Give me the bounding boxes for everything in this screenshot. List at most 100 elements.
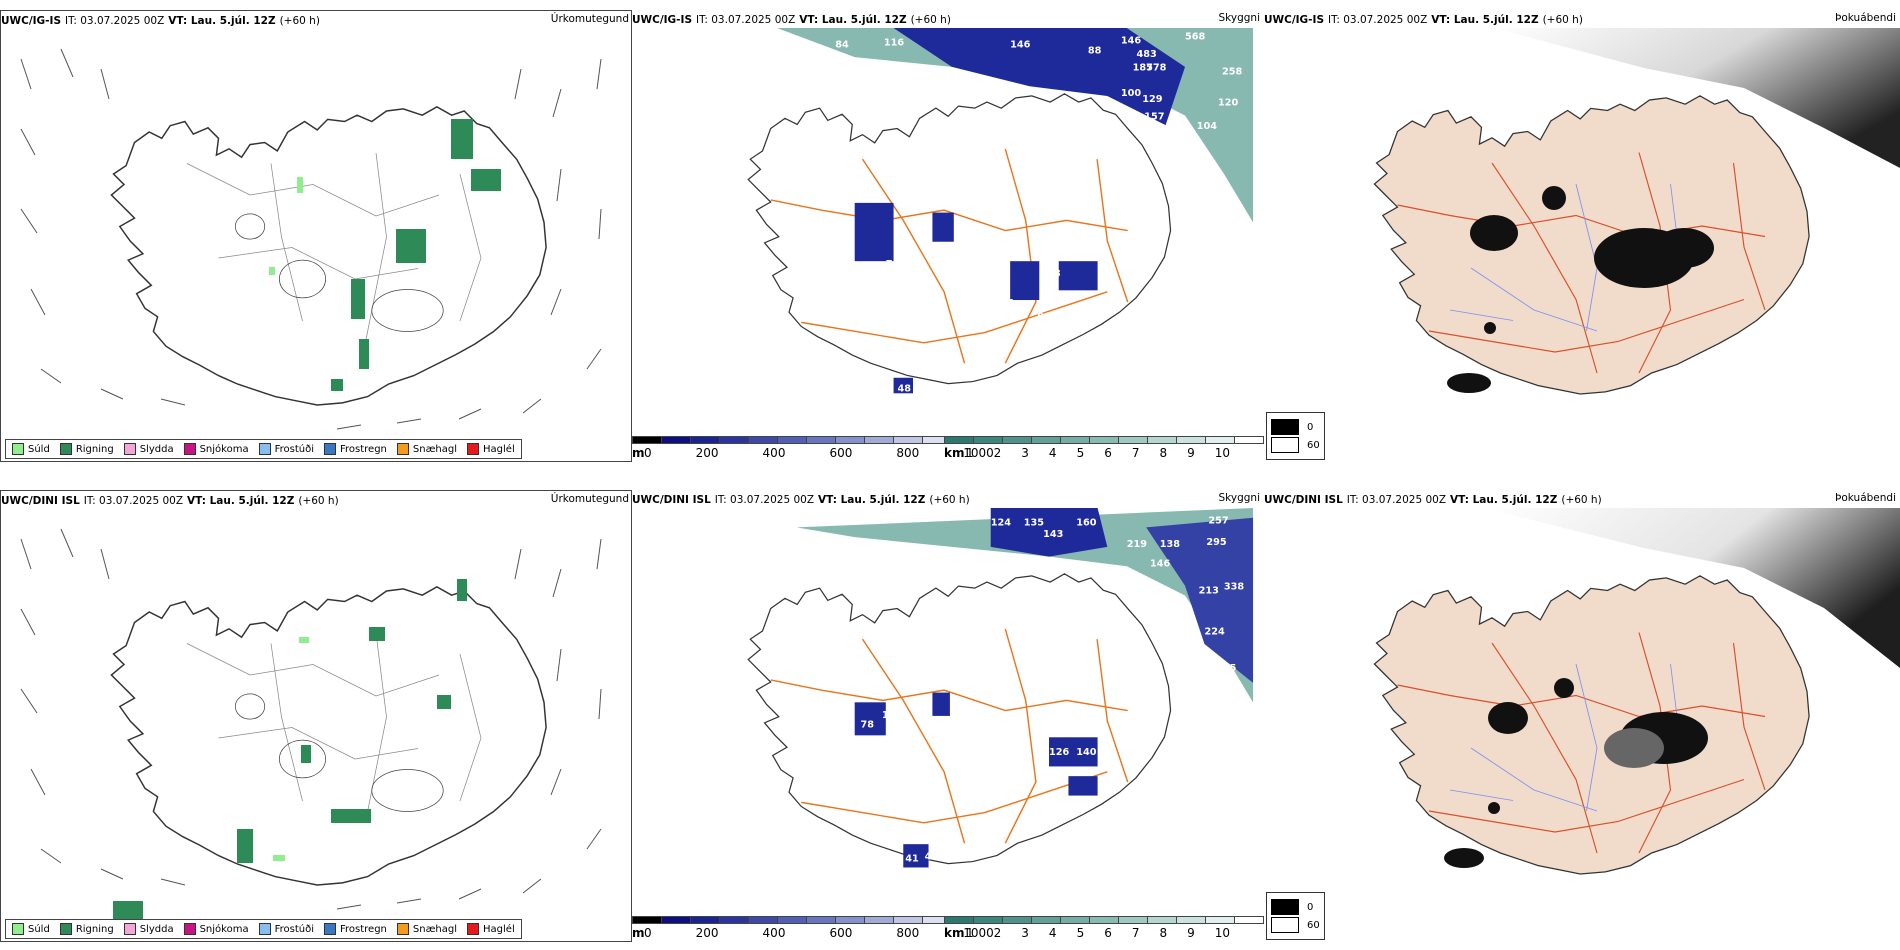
init-time: IT: 03.07.2025 00Z xyxy=(65,15,165,27)
color-step xyxy=(974,916,1003,924)
color-step xyxy=(749,436,778,444)
init-time: IT: 03.07.2025 00Z xyxy=(714,494,815,506)
legend-item-slydda: Slydda xyxy=(123,443,174,455)
tick-label: 800 xyxy=(896,926,920,940)
tick-label: 4 xyxy=(1048,446,1057,460)
tick-label: 8 xyxy=(1159,926,1168,940)
fog-legend-min: 60 xyxy=(1271,437,1320,453)
map-visibility[interactable]: 124 135 143 160 219 138 257 295 146 213 … xyxy=(632,508,1262,918)
vis-label: 89 xyxy=(915,69,929,80)
swatch xyxy=(183,923,196,935)
vis-label: 46 xyxy=(925,852,939,863)
tick-label: 400 xyxy=(762,926,786,940)
color-step xyxy=(632,436,662,444)
color-step xyxy=(1148,916,1177,924)
color-step xyxy=(1148,436,1177,444)
legend-label: Snæhagl xyxy=(412,923,458,935)
map-visibility[interactable]: 84 116 89 146 88 146 568 483 578 258 120… xyxy=(632,28,1262,438)
legend-label: Rigning xyxy=(75,923,114,935)
map-fog-index[interactable] xyxy=(1264,508,1900,930)
color-step xyxy=(944,436,974,444)
tick-label: 400 xyxy=(762,446,786,460)
fog-legend-max: 0 xyxy=(1271,419,1320,435)
lead-time: (+60 h) xyxy=(279,15,320,27)
tick-label: 600 xyxy=(829,446,853,460)
swatch xyxy=(12,443,24,455)
lead-time: (+60 h) xyxy=(910,14,951,26)
swatch xyxy=(1271,437,1299,453)
ticks-km: 1 2 3 4 5 6 7 8 9 10 xyxy=(966,446,1230,460)
precip-legend: Súld Rigning Slydda Snjókoma Frostúði Fr… xyxy=(5,439,522,459)
model-name: UWC/IG-IS xyxy=(1264,14,1325,26)
vis-label: 88 xyxy=(1047,269,1061,280)
color-step xyxy=(865,436,894,444)
swatch xyxy=(396,443,409,455)
swatch xyxy=(258,443,271,455)
color-step xyxy=(974,436,1003,444)
color-step xyxy=(691,916,720,924)
tick-label: 3 xyxy=(1021,926,1029,940)
panel-title: UWC/IG-IS IT: 03.07.2025 00Z VT: Lau. 5.… xyxy=(1264,12,1898,28)
tick-label: 1000 xyxy=(963,926,994,940)
legend-item-sudl: Súld xyxy=(12,443,50,455)
legend-item-slydda: Slydda xyxy=(123,923,174,935)
swatch xyxy=(59,443,72,455)
color-step xyxy=(1090,436,1119,444)
color-step xyxy=(778,916,807,924)
legend-item-rigning: Rigning xyxy=(59,923,114,935)
legend-item-snjokoma: Snjókoma xyxy=(183,443,249,455)
color-step xyxy=(1119,916,1148,924)
vis-label: 135 xyxy=(1024,517,1045,528)
legend-label: Frostúði xyxy=(274,923,314,935)
tick-label: 3 xyxy=(1021,446,1029,460)
legend-item-sudl: Súld xyxy=(12,923,50,935)
vis-label: 120 xyxy=(1218,98,1239,109)
legend-label: 60 xyxy=(1307,439,1320,451)
valid-time: VT: Lau. 5.júl. 12Z xyxy=(1431,14,1539,26)
color-step xyxy=(749,916,778,924)
vis-label: 338 xyxy=(1224,582,1245,593)
model-name: UWC/IG-IS xyxy=(632,14,693,26)
swatch xyxy=(123,923,136,935)
model-name: UWC/DINI ISL xyxy=(1264,494,1343,506)
tick-label: 5 xyxy=(1076,446,1085,460)
legend-label: Haglél xyxy=(483,443,515,455)
vis-label: 146 xyxy=(1150,558,1171,569)
color-step xyxy=(1235,916,1264,924)
lead-time: (+60 h) xyxy=(929,494,970,506)
tick-label: 600 xyxy=(829,926,853,940)
valid-time: VT: Lau. 5.júl. 12Z xyxy=(1450,494,1558,506)
color-step xyxy=(662,916,691,924)
unit-meters: m xyxy=(632,926,645,940)
parameter-name: Þokuábendi xyxy=(1835,492,1896,504)
legend-item-frostregn: Frostregn xyxy=(324,443,387,455)
legend-item-snjokoma: Snjókoma xyxy=(183,923,249,935)
legend-label: Súld xyxy=(28,443,50,455)
init-time: IT: 03.07.2025 00Z xyxy=(83,495,184,507)
colorbar-km xyxy=(944,916,1264,924)
map-precip-type[interactable] xyxy=(1,29,631,451)
map-fog-index[interactable] xyxy=(1264,28,1900,450)
tick-label: 0 xyxy=(644,446,652,460)
tick-label: 9 xyxy=(1187,446,1195,460)
color-step xyxy=(1003,916,1032,924)
tick-label: 10 xyxy=(1214,926,1231,940)
valid-time: VT: Lau. 5.júl. 12Z xyxy=(168,15,276,27)
ticks-km: 1 2 3 4 5 6 7 8 9 10 xyxy=(966,926,1230,940)
color-step xyxy=(1032,436,1061,444)
legend-label: Snæhagl xyxy=(412,443,458,455)
map-precip-type[interactable] xyxy=(1,509,631,931)
tick-label: 0 xyxy=(644,926,652,940)
legend-label: Slydda xyxy=(139,443,174,455)
legend-label: Frostregn xyxy=(340,923,387,935)
ticks-meters: 0 200 400 600 800 1000 xyxy=(644,926,994,940)
panel-title: UWC/IG-IS IT: 03.07.2025 00Z VT: Lau. 5.… xyxy=(632,12,1262,28)
legend-label: Frostregn xyxy=(340,443,387,455)
swatch xyxy=(1271,419,1299,435)
color-step xyxy=(1177,916,1206,924)
swatch xyxy=(258,923,271,935)
panel-title: UWC/DINI ISL IT: 03.07.2025 00Z VT: Lau.… xyxy=(632,492,1262,508)
tick-label: 2 xyxy=(993,446,1002,460)
legend-label: 0 xyxy=(1307,901,1314,913)
vis-label: 295 xyxy=(1206,537,1227,548)
